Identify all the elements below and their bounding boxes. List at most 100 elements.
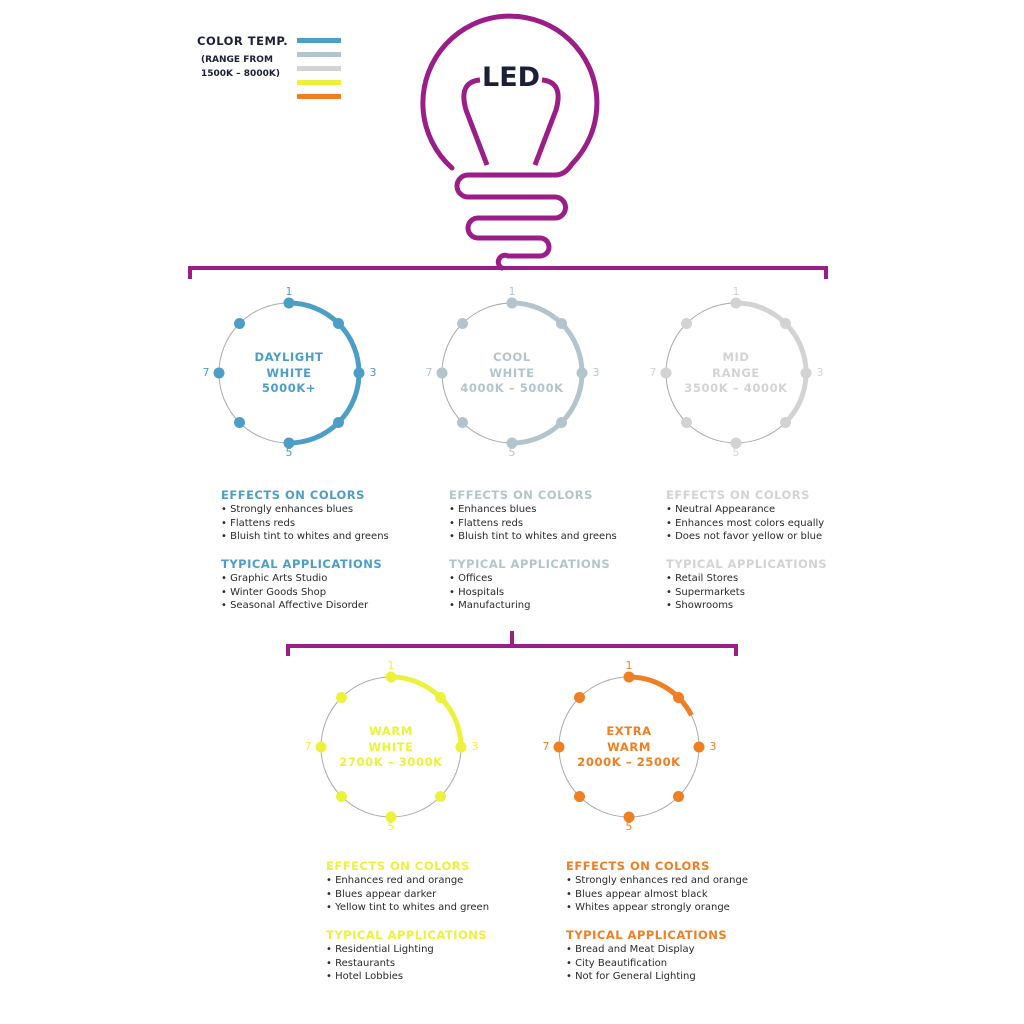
scale-dot [434, 692, 446, 704]
spacer [666, 544, 906, 557]
bullet-text: Strongly enhances blues [230, 504, 354, 515]
scale-dot [283, 437, 295, 449]
bullet-text: Neutral Appearance [675, 504, 776, 515]
category-title-line: DAYLIGHT [254, 350, 324, 364]
section-heading: EFFECTS ON COLORS [666, 488, 810, 502]
category-title-line: 2700K – 3000K [339, 755, 443, 769]
category-title-line: RANGE [712, 365, 760, 380]
scale-dot [730, 437, 742, 449]
bullet-icon: • [221, 517, 231, 529]
bullet-item: • Restaurants [326, 957, 566, 971]
bullet-item: • Hospitals [449, 586, 689, 600]
scale-number: 1 [625, 659, 633, 672]
bullet-item: • Bluish tint to whites and greens [221, 530, 461, 544]
bullet-text: Winter Goods Shop [230, 586, 327, 598]
bullet-item: • Does not favor yellow or blue [666, 530, 906, 544]
scale-dot [672, 692, 684, 704]
scale-dot [660, 367, 672, 379]
category-title-line: 4000K – 5000K [460, 381, 564, 395]
bullet-item: • Winter Goods Shop [221, 586, 461, 600]
bullet-text: Offices [458, 573, 493, 585]
bullet-item: • Enhances blues [449, 503, 689, 517]
scale-number: 3 [471, 740, 479, 753]
spacer [566, 915, 806, 928]
scale-number: 5 [625, 820, 633, 833]
scale-dot [455, 741, 467, 753]
category-info: EFFECTS ON COLORS • Neutral Appearance • E… [666, 488, 906, 613]
bullet-item: • Enhances red and orange [326, 874, 566, 888]
bullet-item: • Flattens reds [221, 517, 461, 531]
scale-dot [385, 671, 397, 683]
bullet-item: • Offices [449, 572, 689, 586]
scale-number: 3 [816, 366, 824, 379]
category-title-line: WARM [607, 739, 651, 754]
section-heading: EFFECTS ON COLORS [221, 488, 365, 502]
bullet-text: Yellow tint to whites and green [335, 902, 490, 914]
bullet-item: • Manufacturing [449, 599, 689, 613]
scale-dot [506, 437, 518, 449]
bullet-text: Bread and Meat Display [575, 944, 695, 956]
section-heading: TYPICAL APPLICATIONS [449, 557, 611, 572]
category-info: EFFECTS ON COLORS • Enhances red and oran… [326, 859, 566, 984]
bullet-icon: • [449, 600, 459, 612]
temperature-arc [628, 674, 694, 717]
bullet-text: Hospitals [458, 586, 505, 598]
scale-dot [555, 416, 567, 428]
scale-dot [779, 318, 791, 330]
top-bracket [188, 266, 828, 279]
category-title: WARM WHITE 2700K – 3000K [311, 724, 471, 771]
category-info: EFFECTS ON COLORS • Strongly enhances blu… [221, 488, 461, 613]
legend-swatch [297, 66, 341, 71]
bullet-icon: • [666, 504, 676, 515]
scale-dot [234, 318, 246, 330]
bullet-item: • Strongly enhances blues [221, 503, 461, 517]
spacer [326, 915, 566, 928]
bullet-item: • Strongly enhances red and orange [566, 874, 806, 888]
scale-dot [457, 416, 469, 428]
bullet-item: • Yellow tint to whites and green [326, 901, 566, 915]
filament-right [532, 77, 561, 166]
bullet-text: Manufacturing [458, 600, 531, 612]
legend-subtitle-line: (RANGE FROM [201, 55, 273, 65]
scale-number: 7 [304, 740, 312, 753]
bullet-icon: • [566, 888, 576, 900]
bullet-text: Does not favor yellow or blue [675, 531, 823, 543]
bullet-icon: • [566, 957, 576, 969]
bullet-text: Whites appear strongly orange [575, 902, 730, 914]
bullet-icon: • [449, 573, 459, 585]
bullet-icon: • [449, 531, 459, 543]
scale-number: 7 [542, 740, 550, 753]
scale-dot [553, 741, 565, 753]
bullet-item: • Retail Stores [666, 572, 906, 586]
bullet-icon: • [666, 573, 676, 585]
bullet-item: • Bluish tint to whites and greens [449, 530, 689, 544]
bullet-item: • Residential Lighting [326, 943, 566, 957]
scale-dot [576, 367, 588, 379]
bullet-text: Flattens reds [230, 517, 296, 529]
scale-number: 1 [732, 285, 740, 298]
bullet-item: • Blues appear almost black [566, 888, 806, 902]
bottom-bracket [286, 631, 738, 656]
category-title-line: WHITE [368, 739, 414, 754]
bullet-text: Bluish tint to whites and greens [458, 531, 617, 543]
scale-dot [283, 297, 295, 309]
bullet-icon: • [566, 875, 576, 886]
category-title-line: MID [722, 350, 750, 364]
legend-swatch [297, 80, 341, 85]
bullet-icon: • [666, 586, 676, 598]
legend-subtitle-line: 1500K – 8000K) [201, 69, 280, 79]
scale-number: 7 [202, 366, 210, 379]
bullet-icon: • [326, 971, 336, 983]
category-title-line: EXTRA [606, 724, 652, 738]
category-title-line: 3500K – 4000K [684, 381, 788, 395]
section-heading: EFFECTS ON COLORS [566, 859, 710, 873]
bullet-icon: • [666, 531, 676, 543]
bullet-text: Strongly enhances red and orange [575, 875, 749, 886]
scale-number: 1 [285, 285, 293, 298]
scale-number: 3 [592, 366, 600, 379]
scale-dot [457, 318, 469, 330]
section-heading: TYPICAL APPLICATIONS [566, 928, 728, 943]
scale-dot [336, 790, 348, 802]
legend-swatch [297, 94, 341, 99]
